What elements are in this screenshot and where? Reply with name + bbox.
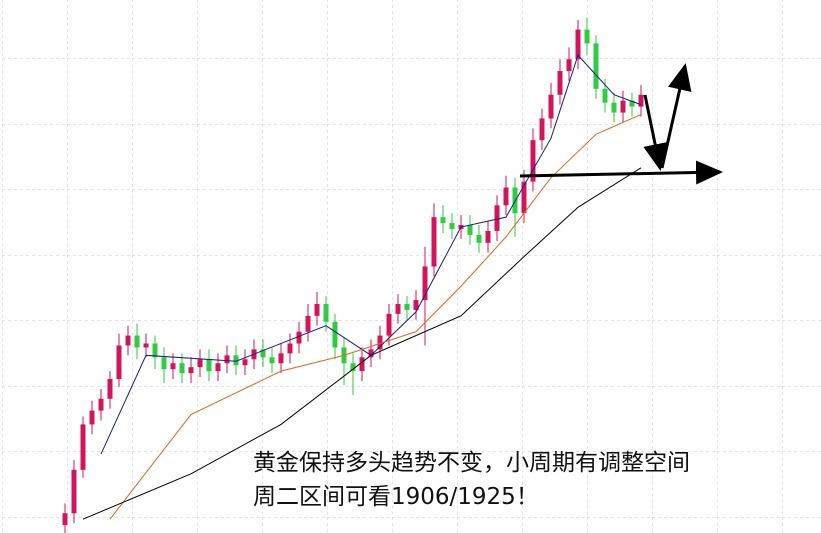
candle-body [269,357,275,364]
candle-body [404,304,410,310]
candle-body [152,343,158,358]
candle-body [242,359,248,366]
candle-body [413,300,419,310]
candle-body [629,100,635,107]
candle-body [638,94,644,107]
candle-body [224,355,230,364]
candle-body [620,100,626,113]
candle-body [440,217,446,224]
candle-body [107,379,113,399]
candle-body [557,71,563,95]
candle-body [179,363,185,374]
candle-body [395,304,401,314]
candle-body [278,353,284,364]
candle-body [503,187,509,206]
annotation: 黄金保持多头趋势不变，小周期有调整空间 [253,450,690,476]
candle-body [143,343,149,348]
candle-body [125,335,131,346]
candle-body [287,343,293,354]
candle-body [593,43,599,89]
candle-body [71,469,77,514]
candle-body [359,357,365,372]
candle-body [368,349,374,358]
candle-body [170,363,176,370]
candle-body [539,118,545,141]
candle-body [467,225,473,235]
candle-body [350,363,356,372]
candle-body [476,234,482,243]
candle-body [296,331,302,344]
candle-body [521,181,527,214]
plot [62,17,644,533]
candle-body [98,398,104,411]
candle-body [566,59,572,72]
candle-body [89,410,95,425]
candle-body [332,321,338,348]
candle-body [62,513,68,526]
moving-average [100,54,642,455]
candle-body [134,335,140,348]
arrows [519,63,723,185]
candle-body [449,223,455,229]
candle-body [305,315,311,332]
candle-body [206,359,212,372]
candle-body [431,217,437,267]
candle-body [548,94,554,119]
candle-body [314,304,320,316]
candle-body [197,359,203,368]
candle-body [422,266,428,301]
candle-body [215,363,221,372]
candle-body [377,335,383,350]
candle-body [161,357,167,370]
candle-body [485,230,491,243]
candle-body [260,349,266,358]
candle-body [584,29,590,44]
moving-average [82,167,642,520]
moving-average [109,114,642,520]
candle-body [602,88,608,103]
candle-body [575,29,581,60]
candle-body [386,313,392,336]
candle-body [80,424,86,470]
candle-body [611,102,617,113]
annotation: 周二区间可看1906/1925！ [253,484,539,510]
candle-body [323,304,329,322]
candle-body [494,205,500,231]
candle-body [233,355,239,366]
candle-body [116,345,122,380]
candle-body [530,140,536,182]
candle-body [188,367,194,374]
